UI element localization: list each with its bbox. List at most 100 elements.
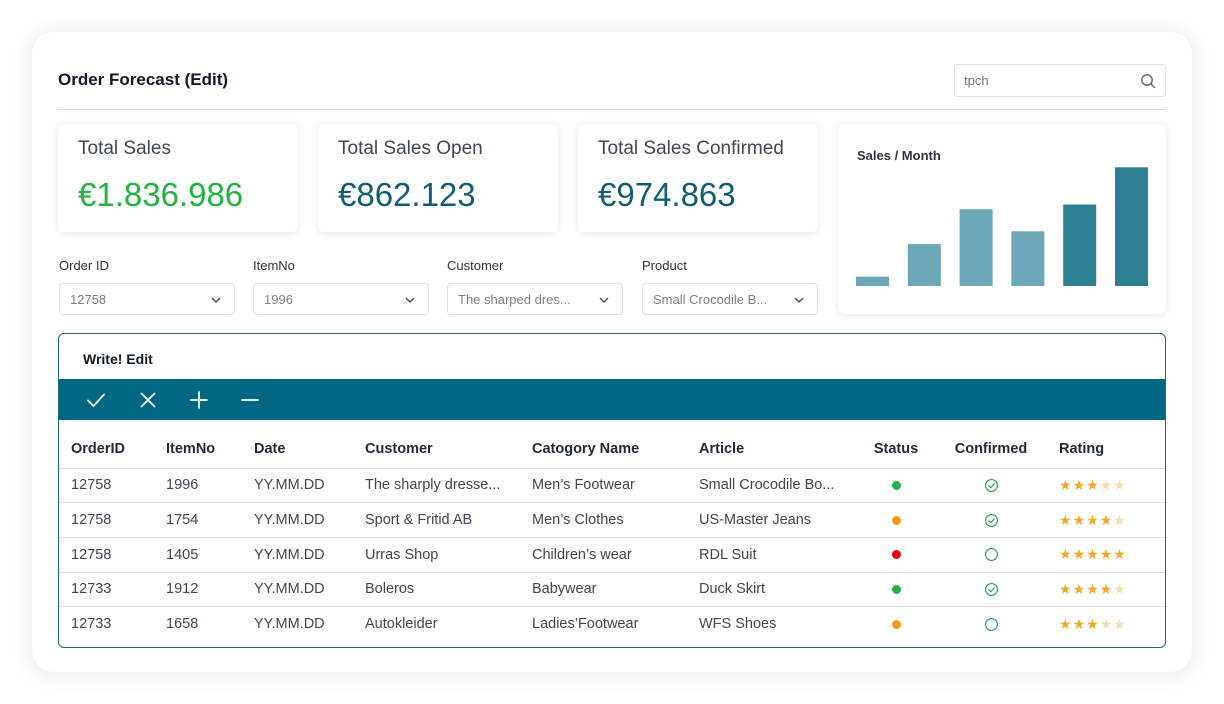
rating-stars[interactable]: ★★★★★ (1059, 581, 1127, 597)
circle-icon[interactable] (984, 547, 999, 562)
star-icon[interactable]: ★ (1059, 546, 1073, 563)
order-id-cell[interactable]: 12758 (59, 502, 154, 538)
star-icon[interactable]: ★ (1086, 476, 1100, 493)
status-cell[interactable] (857, 468, 935, 504)
date-cell[interactable]: YY.MM.DD (242, 572, 353, 608)
star-icon[interactable]: ★ (1059, 511, 1073, 528)
column-header[interactable]: Customer (353, 420, 520, 469)
article-cell[interactable]: US-Master Jeans (687, 502, 857, 538)
date-cell[interactable]: YY.MM.DD (242, 468, 353, 504)
remove-row-button[interactable] (238, 388, 262, 412)
category-cell[interactable]: Children’s wear (520, 537, 687, 573)
article-cell[interactable]: Duck Skirt (687, 572, 857, 608)
confirmed-cell[interactable] (935, 468, 1047, 504)
product-select[interactable]: Small Crocodile B... (642, 283, 818, 315)
table-row[interactable]: 12733 1912 YY.MM.DD Boleros Babywear Duck Ski… (59, 572, 1165, 608)
star-icon[interactable]: ★ (1072, 580, 1087, 597)
star-icon[interactable]: ★ (1086, 546, 1100, 563)
confirmed-cell[interactable] (935, 502, 1047, 538)
date-cell[interactable]: YY.MM.DD (242, 502, 353, 538)
confirmed-cell[interactable] (935, 572, 1047, 608)
order-id-cell[interactable]: 12733 (71, 616, 112, 633)
category-cell[interactable]: Ladies’Footwear (532, 616, 639, 633)
rating-stars[interactable]: ★★★★★ (1059, 546, 1127, 562)
table-row[interactable]: 12758 1996 YY.MM.DD The sharply dresse... Me… (59, 468, 1165, 504)
star-icon[interactable]: ★ (1099, 546, 1114, 563)
order-id-cell[interactable]: 12758 (59, 537, 154, 573)
column-header[interactable]: Status (857, 420, 935, 469)
star-icon[interactable]: ★ (1059, 580, 1073, 597)
status-cell[interactable] (857, 572, 935, 608)
confirmed-cell[interactable] (935, 537, 1047, 573)
order-id-select[interactable]: 12758 (59, 283, 235, 315)
category-cell[interactable]: Men’s Footwear (520, 468, 687, 504)
chart-bar[interactable] (959, 209, 993, 286)
confirmed-cell[interactable] (935, 607, 1047, 642)
date-cell[interactable]: YY.MM.DD (242, 537, 353, 573)
star-icon[interactable]: ★ (1113, 580, 1127, 597)
cancel-button[interactable] (136, 388, 160, 412)
add-row-button[interactable] (187, 388, 211, 412)
search-icon[interactable] (1140, 73, 1156, 89)
star-icon[interactable]: ★ (1072, 476, 1087, 493)
star-icon[interactable]: ★ (1113, 615, 1127, 632)
column-header[interactable]: Confirmed (935, 420, 1047, 469)
star-icon[interactable]: ★ (1113, 476, 1127, 493)
column-header[interactable]: Date (242, 420, 353, 469)
star-icon[interactable]: ★ (1086, 580, 1100, 597)
check-circle-icon[interactable] (984, 513, 999, 528)
star-icon[interactable]: ★ (1072, 546, 1087, 563)
customer-cell[interactable]: The sharply dresse... (353, 468, 520, 504)
chart-bar[interactable] (856, 276, 889, 286)
status-cell[interactable] (857, 607, 935, 642)
item-no-cell[interactable]: 1405 (154, 537, 242, 573)
star-icon[interactable]: ★ (1072, 615, 1087, 632)
star-icon[interactable]: ★ (1113, 546, 1127, 563)
rating-stars[interactable]: ★★★★★ (1059, 616, 1127, 632)
rating-cell[interactable]: ★★★★★ (1047, 572, 1165, 608)
item-no-select[interactable]: 1996 (253, 283, 429, 315)
article-cell[interactable]: RDL Suit (687, 537, 857, 573)
order-id-cell[interactable]: 12758 (59, 468, 154, 504)
article-cell[interactable]: Small Crocodile Bo... (687, 468, 857, 504)
star-icon[interactable]: ★ (1059, 615, 1073, 632)
column-header[interactable]: ItemNo (154, 420, 242, 469)
order-id-cell[interactable]: 12733 (59, 572, 154, 608)
customer-cell[interactable]: Boleros (353, 572, 520, 608)
rating-cell[interactable]: ★★★★★ (1047, 502, 1165, 538)
column-header[interactable]: Rating (1047, 420, 1165, 469)
item-no-cell[interactable]: 1754 (154, 502, 242, 538)
star-icon[interactable]: ★ (1099, 511, 1114, 528)
customer-cell[interactable]: Autokleider (365, 616, 438, 633)
table-row[interactable]: 12733 1658 YY.MM.DD Autokleider Ladies’Footw… (59, 607, 1165, 642)
column-header[interactable]: Catogory Name (520, 420, 687, 469)
column-header[interactable]: OrderID (59, 420, 154, 469)
search-box[interactable] (954, 64, 1166, 97)
table-row[interactable]: 12758 1754 YY.MM.DD Sport & Fritid AB Men’s … (59, 502, 1165, 538)
item-no-cell[interactable]: 1658 (166, 616, 199, 633)
rating-cell[interactable]: ★★★★★ (1047, 537, 1165, 573)
date-cell[interactable]: YY.MM.DD (254, 616, 325, 633)
category-cell[interactable]: Babywear (520, 572, 687, 608)
rating-cell[interactable]: ★★★★★ (1047, 468, 1165, 504)
status-cell[interactable] (857, 537, 935, 573)
check-circle-icon[interactable] (984, 582, 999, 597)
search-input[interactable] (964, 73, 1134, 88)
item-no-cell[interactable]: 1996 (154, 468, 242, 504)
customer-cell[interactable]: Sport & Fritid AB (353, 502, 520, 538)
circle-icon[interactable] (984, 617, 999, 632)
check-circle-icon[interactable] (984, 478, 999, 493)
rating-stars[interactable]: ★★★★★ (1059, 477, 1127, 493)
star-icon[interactable]: ★ (1086, 511, 1100, 528)
status-cell[interactable] (857, 502, 935, 538)
category-cell[interactable]: Men’s Clothes (520, 502, 687, 538)
item-no-cell[interactable]: 1912 (154, 572, 242, 608)
chart-bar[interactable] (1115, 167, 1148, 286)
customer-cell[interactable]: Urras Shop (353, 537, 520, 573)
star-icon[interactable]: ★ (1099, 615, 1114, 632)
star-icon[interactable]: ★ (1072, 511, 1087, 528)
column-header[interactable]: Article (687, 420, 857, 469)
star-icon[interactable]: ★ (1099, 580, 1114, 597)
table-row[interactable]: 12758 1405 YY.MM.DD Urras Shop Children’s we… (59, 537, 1165, 573)
star-icon[interactable]: ★ (1099, 476, 1114, 493)
